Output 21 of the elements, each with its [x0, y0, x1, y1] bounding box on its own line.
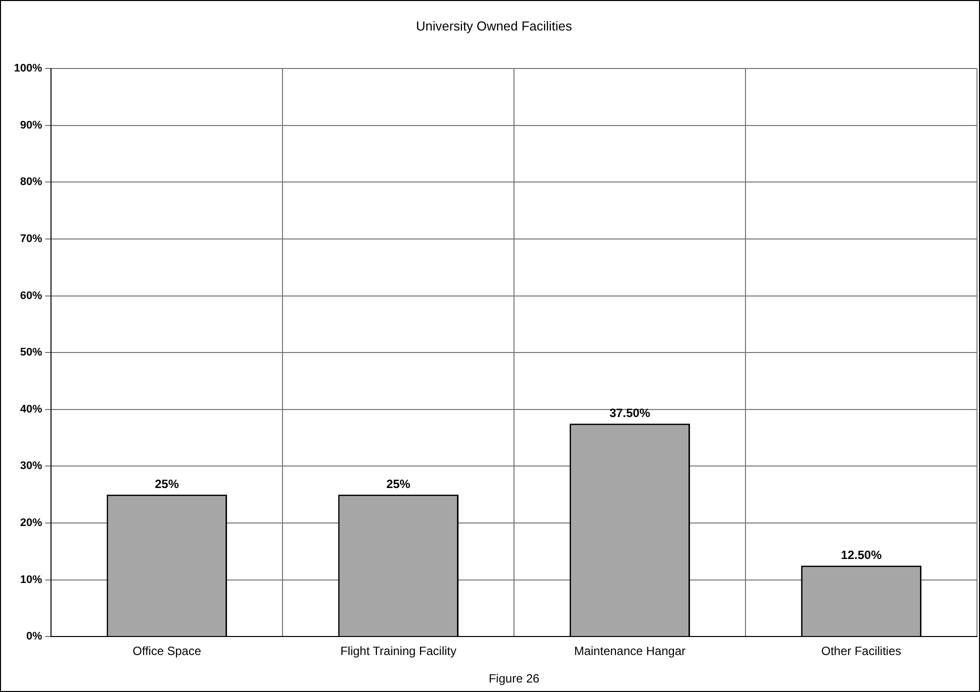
y-tick-label: 80% — [20, 176, 42, 188]
data-label: 25% — [386, 476, 411, 491]
x-tick-label: Other Facilities — [821, 644, 902, 658]
y-tick-label: 70% — [20, 233, 42, 246]
y-tick-label: 40% — [20, 403, 42, 416]
y-tick-label: 20% — [20, 517, 42, 530]
chart-title: University Owned Facilities — [416, 18, 573, 34]
y-tick-label: 0% — [26, 630, 42, 643]
data-label: 12.50% — [840, 548, 882, 562]
x-tick-label: Office Space — [132, 644, 202, 658]
y-tick-label: 10% — [20, 574, 42, 586]
data-label: 37.50% — [609, 406, 650, 420]
y-tick-label: 100% — [14, 62, 42, 75]
caption: Figure 26 — [488, 671, 540, 686]
x-tick-label: Flight Training Facility — [340, 644, 456, 658]
y-tick-label: 60% — [20, 290, 42, 302]
y-tick-label: 30% — [20, 460, 42, 472]
x-tick-label: Maintenance Hangar — [574, 644, 686, 658]
data-label: 25% — [154, 476, 180, 491]
y-tick-label: 90% — [20, 119, 42, 132]
y-tick-label: 50% — [20, 346, 42, 359]
